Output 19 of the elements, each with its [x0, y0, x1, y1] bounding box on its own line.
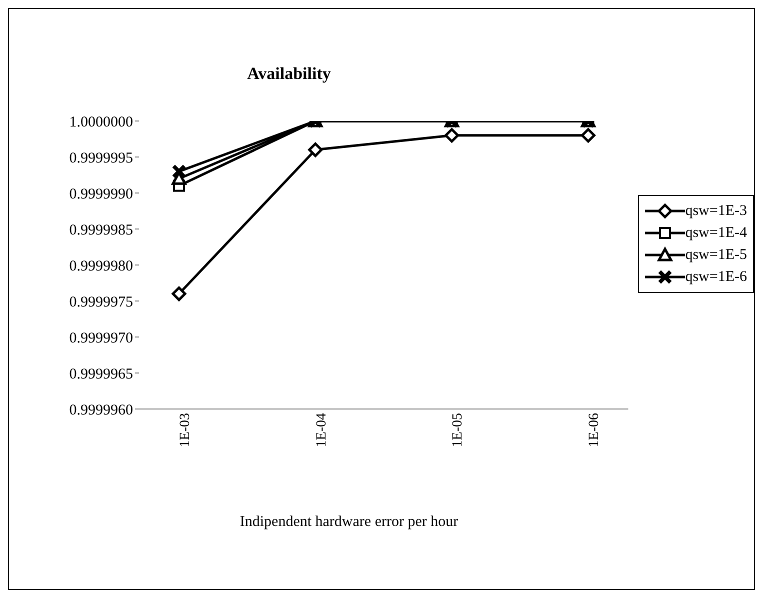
x-tick-label: 1E-03 [178, 413, 193, 448]
legend-label: qsw=1E-6 [685, 268, 747, 286]
x-tick-label: 1E-05 [450, 413, 466, 448]
y-tick-label: 0.9999980 [69, 258, 133, 274]
legend-label: qsw=1E-3 [685, 202, 747, 220]
y-tick-label: 0.9999985 [69, 222, 133, 238]
chart-title: Availability [246, 64, 332, 84]
y-tick-label: 0.9999960 [69, 402, 133, 418]
legend-label: qsw=1E-4 [685, 224, 747, 242]
y-tick-label: 0.9999965 [69, 366, 133, 382]
x-axis-title: Indipendent hardware error per hour [238, 514, 460, 531]
y-tick-label: 0.9999995 [69, 150, 133, 166]
y-tick-label: 1.0000000 [69, 114, 133, 130]
y-tick-label: 0.9999970 [69, 330, 133, 346]
x-tick-label: 1E-06 [587, 413, 602, 448]
y-tick-label: 0.9999975 [69, 294, 133, 310]
legend-label: qsw=1E-5 [685, 246, 747, 264]
x-tick-label: 1E-04 [314, 413, 330, 448]
y-tick-label: 0.9999990 [69, 186, 133, 202]
